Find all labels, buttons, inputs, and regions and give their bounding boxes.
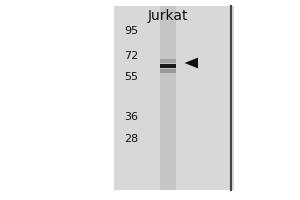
Bar [160, 69, 176, 73]
Text: 28: 28 [124, 134, 138, 144]
Polygon shape [184, 58, 198, 68]
Text: 95: 95 [124, 26, 138, 36]
Bar [114, 6, 234, 190]
Bar [160, 64, 176, 68]
Text: Jurkat: Jurkat [148, 9, 188, 23]
Bar [160, 6, 176, 190]
Text: 36: 36 [124, 112, 138, 122]
Bar [160, 59, 176, 63]
Text: 72: 72 [124, 51, 138, 61]
Text: 55: 55 [124, 72, 138, 82]
